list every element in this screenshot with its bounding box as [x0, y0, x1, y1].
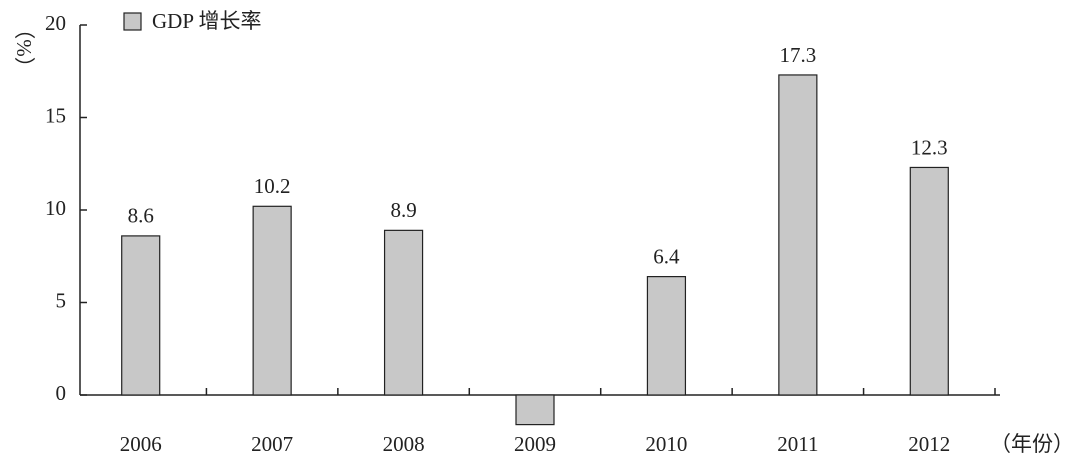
x-tick-label: 2007 [251, 432, 293, 456]
y-tick-label: 20 [45, 11, 66, 35]
y-tick-label: 5 [56, 288, 67, 312]
y-axis-label: （%） [12, 18, 36, 78]
x-axis-label: （年份） [990, 432, 1074, 456]
data-label: 10.2 [254, 174, 291, 198]
x-tick-label: 2006 [120, 432, 162, 456]
y-tick-label: 10 [45, 196, 66, 220]
bar [121, 235, 161, 396]
bar [646, 276, 687, 396]
x-tick-label: 2011 [777, 432, 818, 456]
bar [252, 205, 292, 396]
data-label: 12.3 [911, 135, 948, 159]
x-tick-label: 2008 [383, 432, 425, 456]
y-tick-label: 15 [45, 103, 66, 127]
x-tick-label: 2009 [514, 432, 556, 456]
y-tick-label: 0 [56, 381, 67, 405]
data-label: 17.3 [779, 43, 816, 67]
bar [515, 394, 555, 426]
data-label: 8.6 [128, 204, 154, 228]
bar [778, 74, 818, 396]
x-tick-label: 2010 [645, 432, 687, 456]
bar [909, 166, 949, 396]
legend-label: GDP 增长率 [152, 9, 261, 33]
legend-swatch [123, 12, 142, 31]
bar [383, 229, 424, 396]
data-label: 6.4 [653, 244, 680, 268]
x-tick-label: 2012 [908, 432, 950, 456]
data-label: 8.9 [390, 198, 416, 222]
